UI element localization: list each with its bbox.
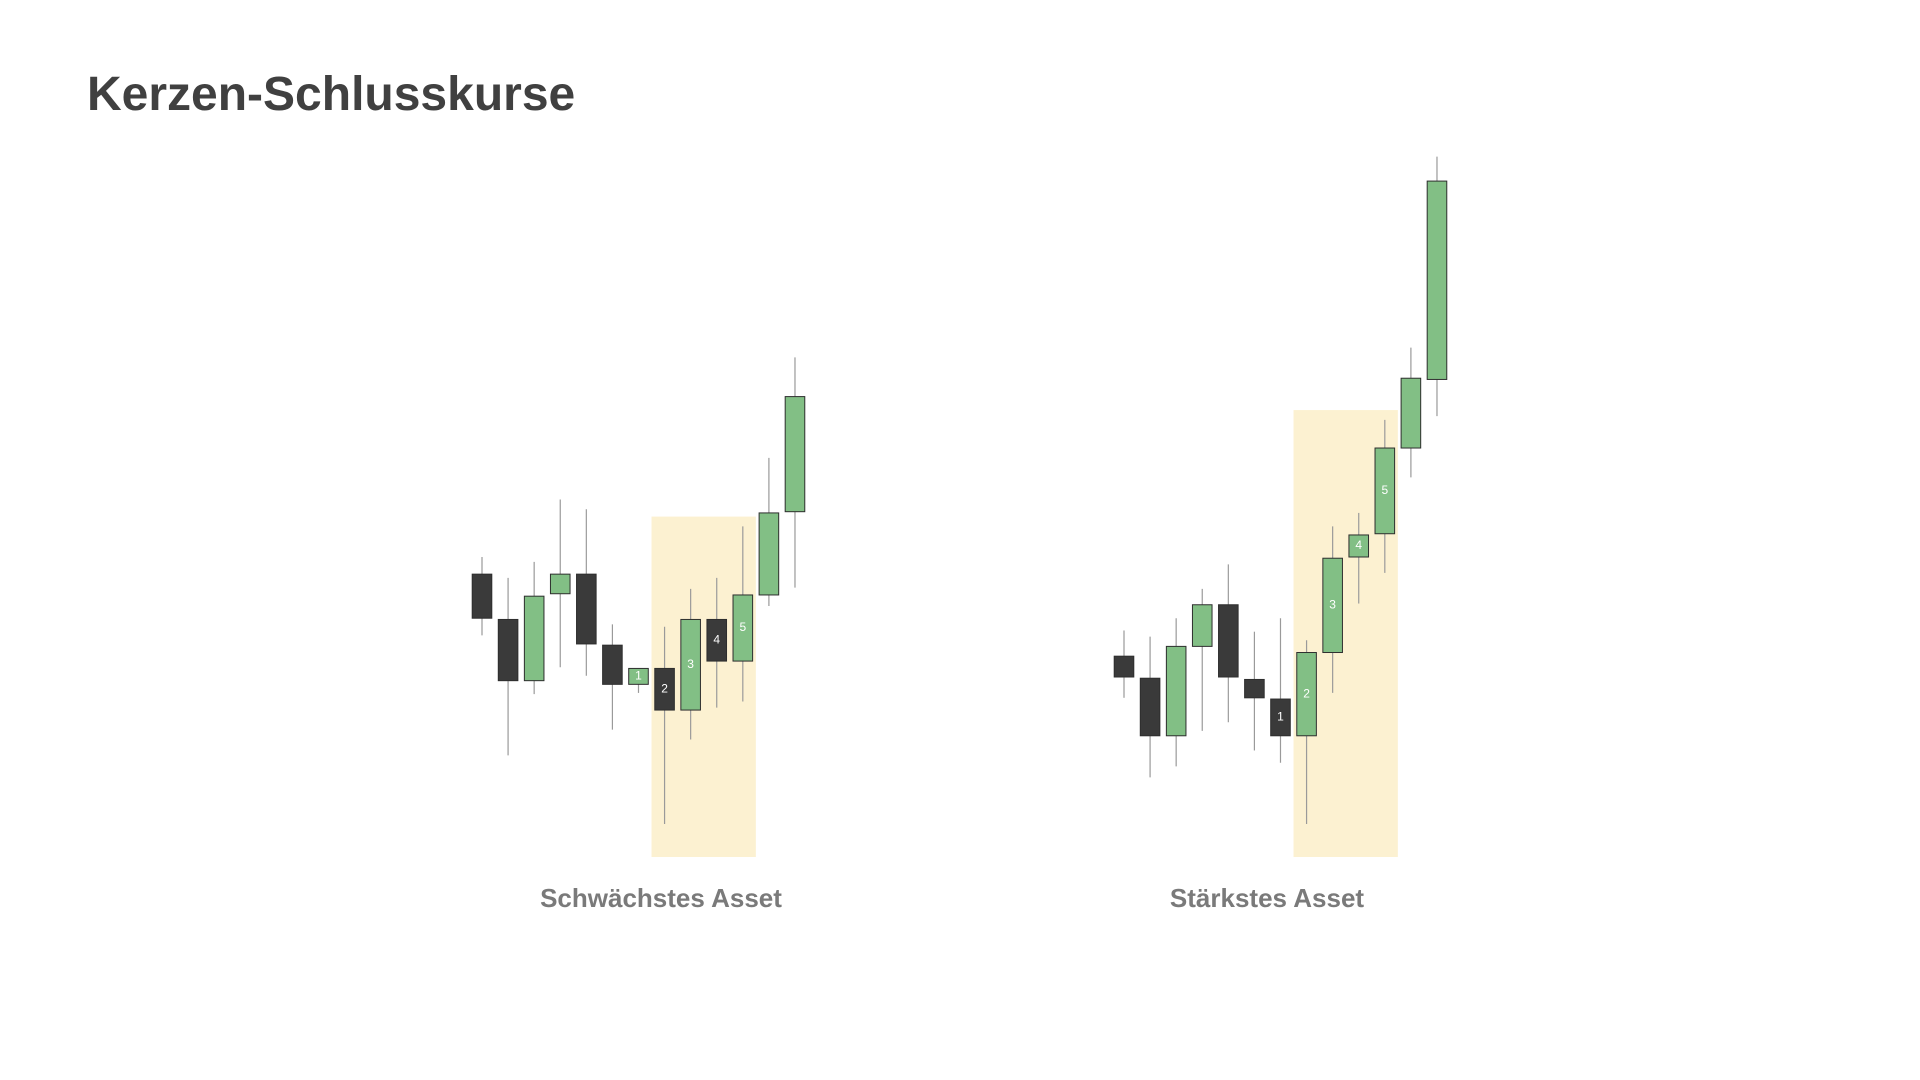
candle-body (497, 618, 519, 682)
candle-body (1348, 534, 1370, 558)
chart-caption: Stärkstes Asset (1170, 883, 1364, 913)
candle-body (628, 667, 649, 685)
candle-body (706, 618, 728, 662)
candle-body (602, 644, 623, 685)
candle-body (654, 667, 675, 711)
candle-body (1374, 447, 1396, 535)
candle-body (758, 512, 780, 596)
candle-body (732, 594, 754, 662)
candle-body (549, 573, 571, 595)
candle-body (1113, 655, 1135, 678)
candle-label: 2 (661, 681, 668, 695)
candle-body (1191, 604, 1213, 647)
candle-label: 5 (1381, 483, 1388, 497)
candle-body (1270, 698, 1291, 737)
candle-body (471, 573, 493, 619)
candle-body (1244, 678, 1265, 699)
candle-body (576, 573, 597, 645)
candle-label: 3 (1329, 598, 1336, 612)
candle-body (523, 595, 545, 682)
slide-title: Kerzen-Schlusskurse (87, 68, 575, 121)
candle-body (1139, 677, 1161, 737)
candle-label: 5 (739, 620, 746, 634)
candle-label: 1 (1277, 710, 1284, 724)
candle-body (680, 618, 701, 711)
candle-label: 2 (1303, 686, 1310, 700)
candle-label: 1 (635, 669, 642, 683)
candle-body (1426, 180, 1448, 380)
candle-label: 4 (1355, 538, 1362, 552)
candle-body (1322, 557, 1343, 654)
candle-body (784, 396, 806, 513)
candle-body (1296, 652, 1317, 737)
candle-label: 3 (687, 657, 694, 671)
candle-body (1218, 604, 1239, 678)
candle-label: 4 (713, 632, 720, 646)
candle-body (1400, 377, 1422, 449)
chart-caption: Schwächstes Asset (540, 883, 782, 913)
candle-body (1165, 645, 1187, 737)
